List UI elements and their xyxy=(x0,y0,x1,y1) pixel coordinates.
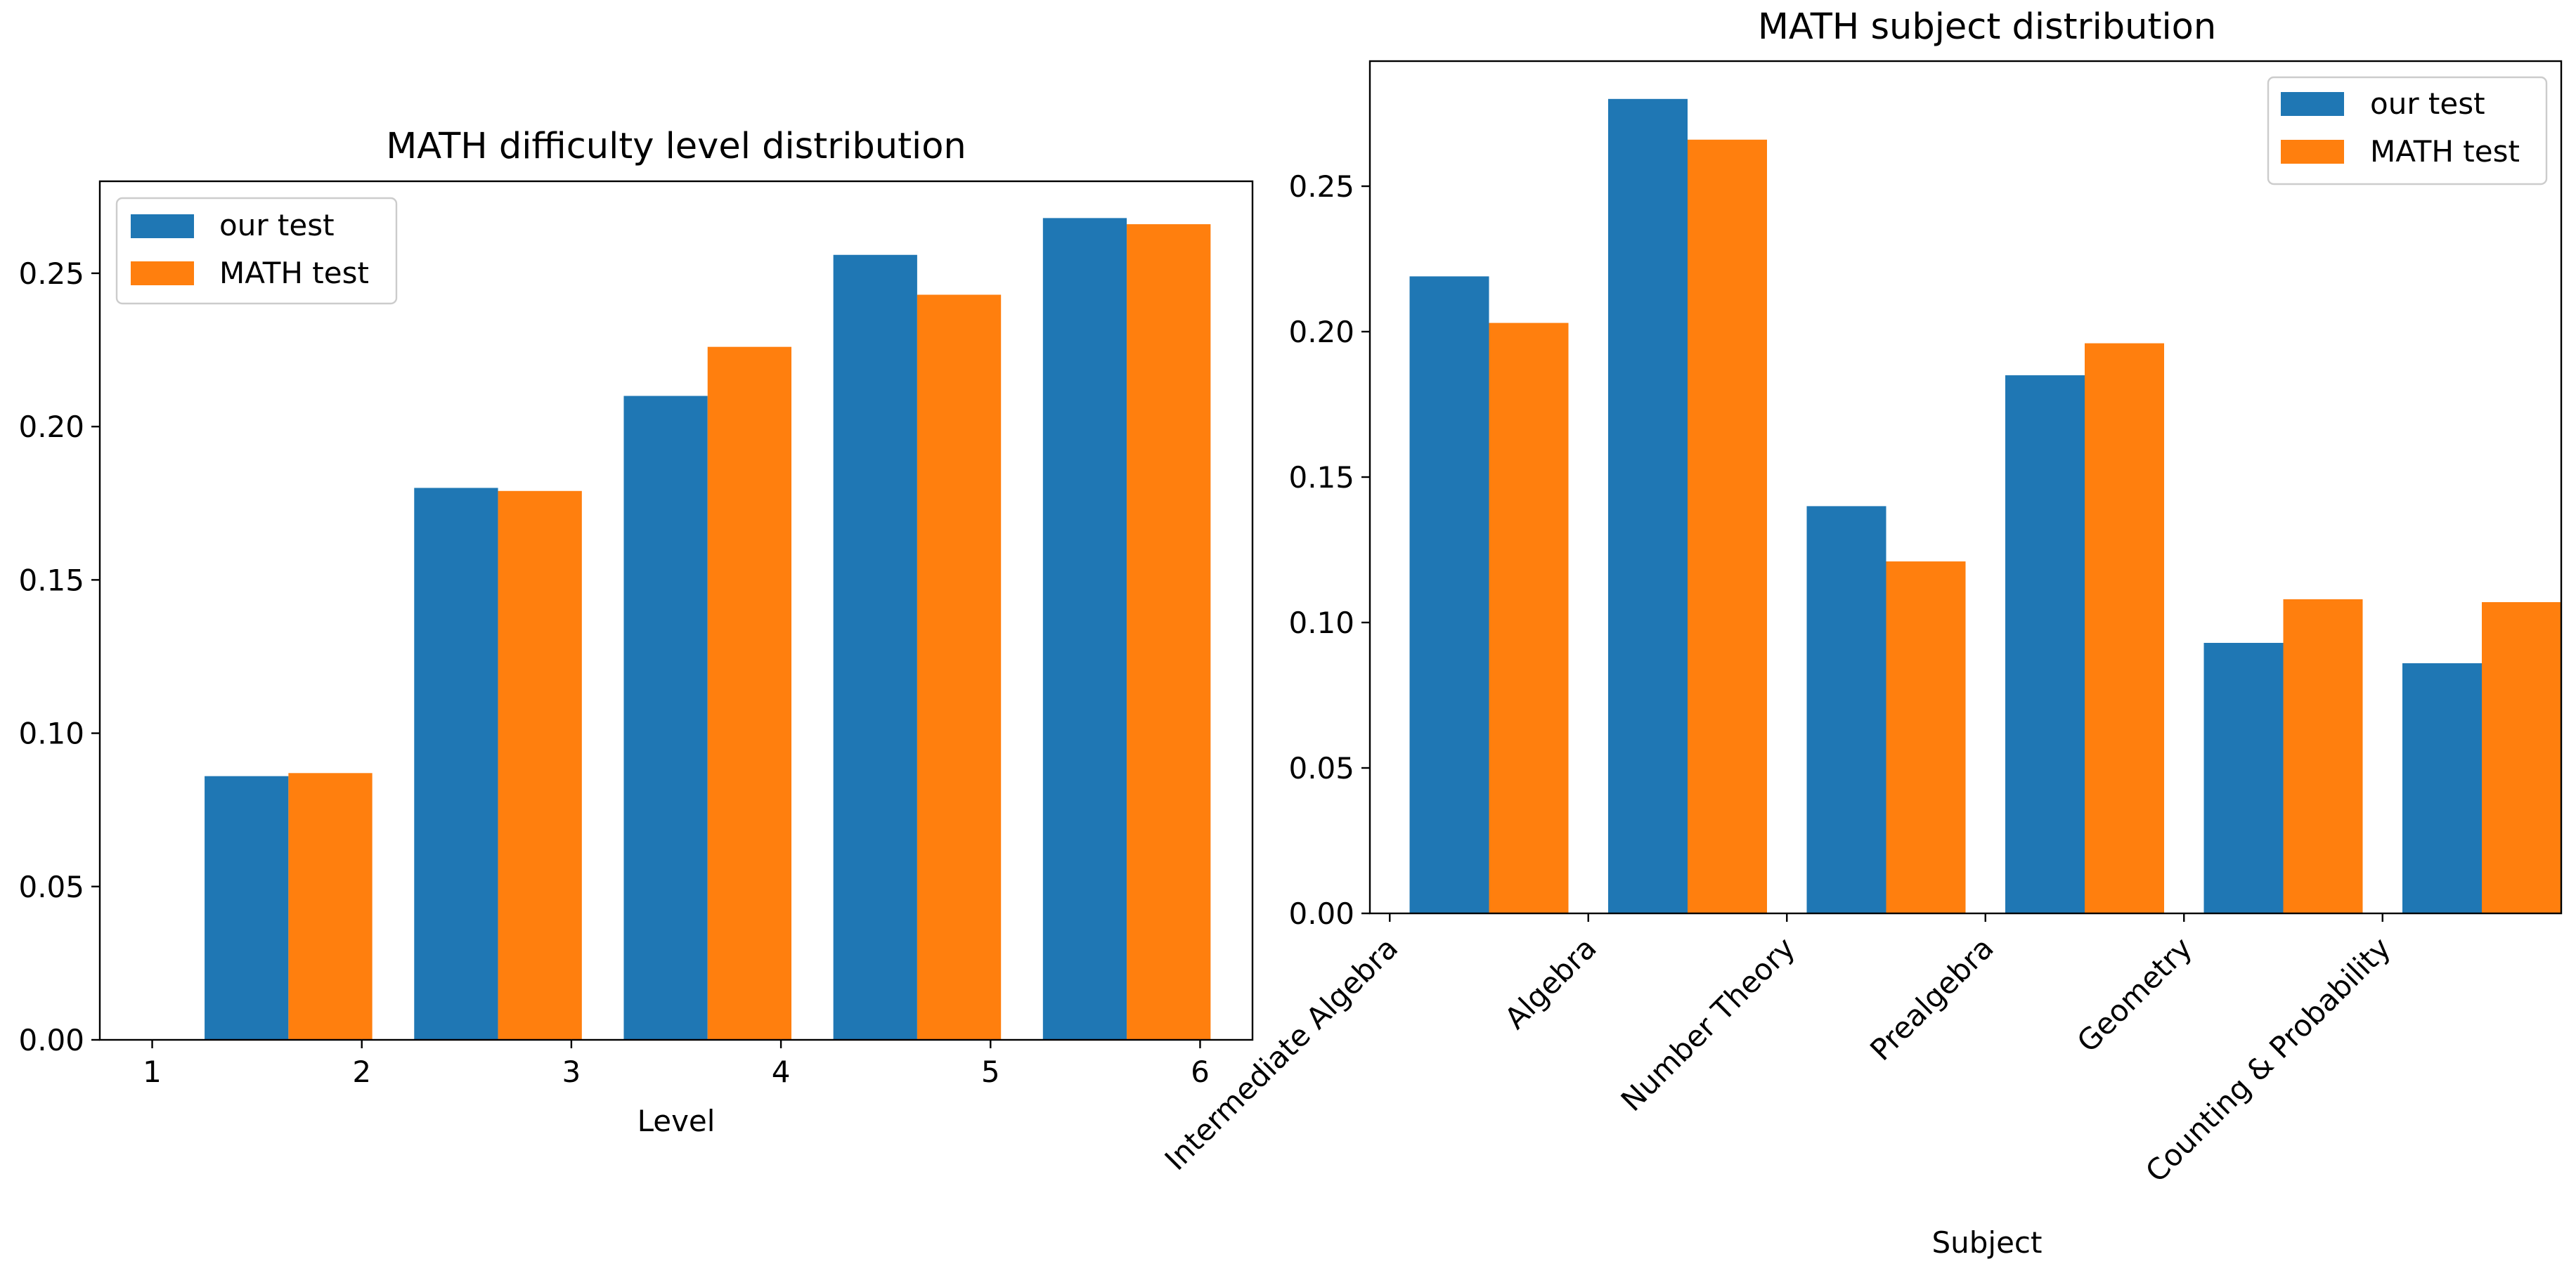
chart1-bar-math-test-level-4 xyxy=(917,294,1002,1041)
chart1-x-tick-label: 5 xyxy=(981,1055,1000,1089)
difficulty-level-chart: MATH difficulty level distribution 0.000… xyxy=(18,126,1254,1138)
chart1-title: MATH difficulty level distribution xyxy=(386,126,966,167)
chart1-x-axis-label: Level xyxy=(637,1104,716,1138)
chart1-bar-math-test-level-5 xyxy=(1127,224,1211,1041)
chart1-plot-frame xyxy=(98,180,1254,1041)
chart1-y-axis: 0.00 0.05 0.10 0.15 0.20 0.25 xyxy=(18,256,100,1057)
chart2-plot-frame xyxy=(1368,60,2563,915)
chart2-x-axis-label: Subject xyxy=(1931,1225,2042,1260)
chart1-y-tick-label: 0.25 xyxy=(18,256,84,291)
chart2-x-tick-label: Number Theory xyxy=(1614,930,1802,1118)
chart2-legend-swatch-our-test xyxy=(2281,92,2344,116)
chart1-legend: our test MATH test xyxy=(115,197,398,305)
chart1-x-tick-label: 2 xyxy=(352,1055,371,1089)
chart1-x-tick-label: 4 xyxy=(772,1055,791,1089)
chart1-y-tick-label: 0.15 xyxy=(18,563,84,597)
chart2-x-tick-label: Algebra xyxy=(1498,930,1603,1036)
chart2-bar-math-test-3 xyxy=(2085,343,2164,913)
chart2-bar-math-test-5 xyxy=(2482,602,2561,913)
chart1-legend-swatch-our-test xyxy=(131,214,194,238)
chart2-bar-our-test-1 xyxy=(1608,98,1688,914)
chart1-bar-our-test-level-2 xyxy=(414,488,498,1040)
chart2-y-tick-label: 0.25 xyxy=(1288,169,1354,204)
chart2-bars xyxy=(1409,98,2561,914)
chart1-x-tick-label: 3 xyxy=(562,1055,581,1089)
chart1-bar-our-test-level-4 xyxy=(833,254,917,1040)
chart1-x-tick-label: 6 xyxy=(1191,1055,1210,1089)
chart2-y-tick-label: 0.00 xyxy=(1288,897,1354,931)
chart2-bar-our-test-0 xyxy=(1409,276,1489,913)
chart1-bar-math-test-level-2 xyxy=(498,490,582,1040)
chart2-title: MATH subject distribution xyxy=(1758,6,2216,48)
chart1-y-tick-label: 0.00 xyxy=(18,1023,84,1057)
chart1-x-tick-label: 1 xyxy=(143,1055,162,1089)
chart2-y-tick-label: 0.05 xyxy=(1288,751,1354,786)
chart2-legend-label-math-test: MATH test xyxy=(2370,134,2520,169)
chart2-y-tick-label: 0.15 xyxy=(1288,460,1354,495)
chart1-legend-label-math-test: MATH test xyxy=(219,256,369,290)
chart2-legend: our test MATH test xyxy=(2267,76,2548,185)
chart1-bar-our-test-level-3 xyxy=(623,396,708,1040)
chart2-bar-our-test-4 xyxy=(2203,642,2284,913)
chart2-legend-swatch-math-test xyxy=(2281,140,2344,164)
chart1-legend-swatch-math-test xyxy=(131,261,194,285)
chart1-bar-our-test-level-1 xyxy=(205,776,289,1040)
chart1-y-tick-label: 0.20 xyxy=(18,410,84,444)
chart2-x-tick-label: Geometry xyxy=(2071,930,2199,1059)
chart2-y-axis: 0.00 0.05 0.10 0.15 0.20 0.25 xyxy=(1288,169,1370,931)
chart2-bar-our-test-5 xyxy=(2402,663,2482,913)
chart1-bar-math-test-level-1 xyxy=(288,773,373,1040)
chart2-bar-math-test-0 xyxy=(1489,322,1569,913)
chart1-bar-math-test-level-3 xyxy=(707,346,791,1041)
chart1-legend-label-our-test: our test xyxy=(219,208,335,242)
subject-chart: MATH subject distribution 0.000.050.100.… xyxy=(1158,6,2563,1260)
chart1-y-tick-label: 0.10 xyxy=(18,717,84,751)
chart2-bar-our-test-2 xyxy=(1806,506,1886,913)
chart2-y-tick-label: 0.10 xyxy=(1288,606,1354,640)
chart2-legend-label-our-test: our test xyxy=(2370,86,2485,121)
chart1-x-axis: 1 2 3 4 5 6 xyxy=(143,1040,1210,1089)
chart1-bar-our-test-level-5 xyxy=(1042,218,1127,1040)
chart1-y-tick-label: 0.05 xyxy=(18,870,84,904)
chart1-bars xyxy=(205,218,1211,1041)
chart2-bar-math-test-2 xyxy=(1886,561,1966,913)
chart2-y-tick-label: 0.20 xyxy=(1288,315,1354,349)
chart2-bar-our-test-3 xyxy=(2005,375,2085,913)
chart2-x-tick-label: Prealgebra xyxy=(1863,930,2000,1067)
chart2-x-axis: Intermediate Algebra Algebra Number Theory… xyxy=(1158,913,2397,1189)
chart2-bar-math-test-1 xyxy=(1688,139,1767,913)
chart2-bar-math-test-4 xyxy=(2283,599,2363,913)
